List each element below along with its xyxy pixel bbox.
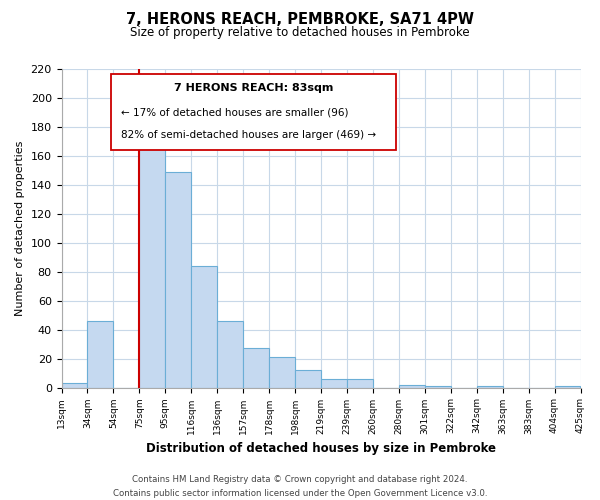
Bar [425, 386, 451, 388]
Text: Contains HM Land Registry data © Crown copyright and database right 2024.
Contai: Contains HM Land Registry data © Crown c… [113, 476, 487, 498]
Text: ← 17% of detached houses are smaller (96): ← 17% of detached houses are smaller (96… [121, 107, 349, 117]
X-axis label: Distribution of detached houses by size in Pembroke: Distribution of detached houses by size … [146, 442, 496, 455]
Text: 7, HERONS REACH, PEMBROKE, SA71 4PW: 7, HERONS REACH, PEMBROKE, SA71 4PW [126, 12, 474, 28]
Bar [399, 384, 425, 388]
Bar [62, 383, 88, 388]
FancyBboxPatch shape [111, 74, 396, 150]
Bar [295, 370, 321, 388]
Bar [347, 379, 373, 388]
Bar [477, 386, 503, 388]
Bar [321, 379, 347, 388]
Bar [139, 143, 166, 388]
Bar [191, 266, 217, 388]
Bar [166, 172, 191, 388]
Text: Size of property relative to detached houses in Pembroke: Size of property relative to detached ho… [130, 26, 470, 39]
Bar [243, 348, 269, 388]
Bar [554, 386, 580, 388]
Text: 7 HERONS REACH: 83sqm: 7 HERONS REACH: 83sqm [174, 84, 333, 94]
Bar [88, 321, 113, 388]
Text: 82% of semi-detached houses are larger (469) →: 82% of semi-detached houses are larger (… [121, 130, 376, 140]
Bar [217, 321, 243, 388]
Y-axis label: Number of detached properties: Number of detached properties [15, 140, 25, 316]
Bar [269, 357, 295, 388]
